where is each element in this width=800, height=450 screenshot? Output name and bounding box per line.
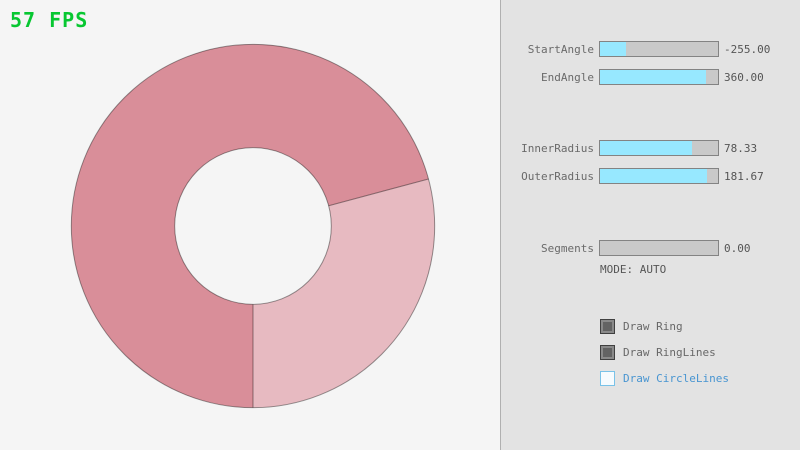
draw-circlelines-checkbox[interactable]: Draw CircleLines bbox=[600, 371, 729, 386]
endangle-value: 360.00 bbox=[724, 70, 764, 84]
slider-fill bbox=[600, 141, 693, 155]
startangle-value: -255.00 bbox=[724, 42, 771, 56]
innerradius-label: InnerRadius bbox=[521, 141, 594, 155]
checkbox-box[interactable] bbox=[600, 319, 615, 334]
innerradius-slider[interactable] bbox=[599, 140, 719, 156]
endangle-label: EndAngle bbox=[541, 70, 594, 84]
slider-row-innerradius: InnerRadius 78.33 bbox=[500, 140, 800, 156]
checkbox-box[interactable] bbox=[600, 345, 615, 360]
draw-ring-label: Draw Ring bbox=[623, 320, 683, 333]
startangle-slider[interactable] bbox=[599, 41, 719, 57]
outerradius-slider[interactable] bbox=[599, 168, 719, 184]
segments-value: 0.00 bbox=[724, 241, 751, 255]
startangle-label: StartAngle bbox=[527, 42, 594, 56]
slider-row-startangle: StartAngle -255.00 bbox=[500, 41, 800, 57]
mode-label: MODE: AUTO bbox=[600, 263, 667, 276]
innerradius-value: 78.33 bbox=[724, 141, 758, 155]
checkbox-box[interactable] bbox=[600, 371, 615, 386]
segments-slider[interactable] bbox=[599, 240, 719, 256]
outerradius-value: 181.67 bbox=[724, 169, 764, 183]
draw-circlelines-label: Draw CircleLines bbox=[623, 372, 729, 385]
slider-fill bbox=[600, 70, 707, 84]
fps-counter: 57 FPS bbox=[10, 8, 89, 32]
segments-label: Segments bbox=[541, 241, 594, 255]
outerradius-label: OuterRadius bbox=[521, 169, 594, 183]
slider-row-segments: Segments 0.00 bbox=[500, 240, 800, 256]
slider-fill bbox=[600, 169, 708, 183]
slider-fill bbox=[600, 42, 626, 56]
draw-ringlines-label: Draw RingLines bbox=[623, 346, 716, 359]
slider-row-outerradius: OuterRadius 181.67 bbox=[500, 168, 800, 184]
draw-ring-checkbox[interactable]: Draw Ring bbox=[600, 319, 683, 334]
endangle-slider[interactable] bbox=[599, 69, 719, 85]
draw-ringlines-checkbox[interactable]: Draw RingLines bbox=[600, 345, 716, 360]
slider-row-endangle: EndAngle 360.00 bbox=[500, 69, 800, 85]
